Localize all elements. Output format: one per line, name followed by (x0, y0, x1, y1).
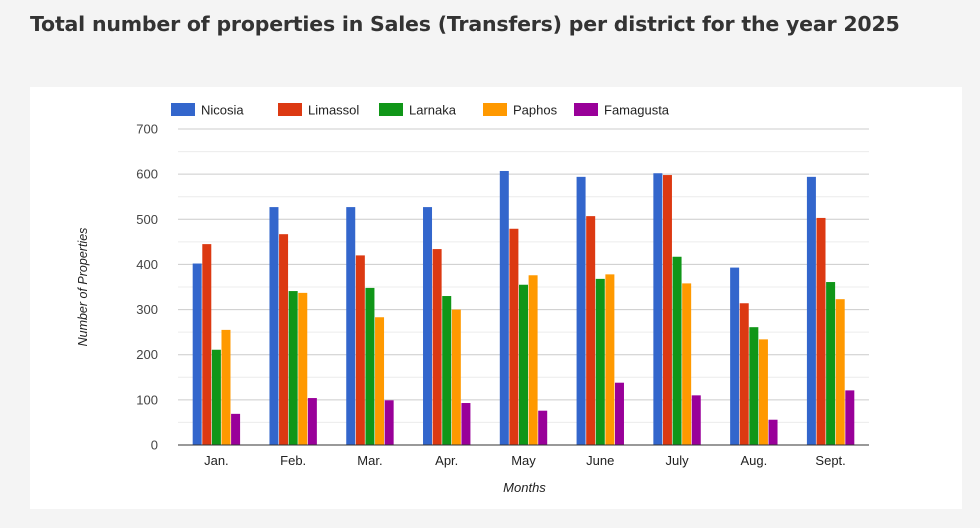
bar-paphos-apr[interactable] (451, 309, 461, 445)
y-tick-label: 100 (136, 392, 158, 407)
legend-item-larnaka[interactable]: Larnaka (379, 103, 457, 118)
legend-swatch (574, 103, 598, 116)
bar-paphos-feb[interactable] (298, 292, 308, 445)
legend-swatch (379, 103, 403, 116)
bar-paphos-sept[interactable] (835, 299, 845, 445)
bar-famagusta-apr[interactable] (461, 403, 471, 445)
bar-paphos-may[interactable] (528, 275, 538, 445)
bar-famagusta-july[interactable] (691, 395, 701, 445)
bar-nicosia-feb[interactable] (269, 207, 279, 445)
bar-famagusta-may[interactable] (538, 410, 548, 445)
page-title: Total number of properties in Sales (Tra… (30, 12, 900, 36)
x-tick-label: June (586, 453, 614, 468)
bar-nicosia-jan[interactable] (192, 263, 202, 445)
bar-paphos-jan[interactable] (221, 329, 231, 445)
bar-larnaka-sept[interactable] (826, 282, 836, 445)
bar-nicosia-july[interactable] (653, 173, 663, 445)
bar-larnaka-july[interactable] (672, 256, 682, 445)
x-tick-label: Sept. (815, 453, 845, 468)
bar-paphos-july[interactable] (682, 283, 692, 445)
y-tick-label: 0 (151, 438, 158, 453)
legend-label: Limassol (308, 103, 359, 118)
legend-swatch (171, 103, 195, 116)
bar-chart: 0 100 200 300 400 500 600 700 Jan. Feb. Mar. Apr. M… (76, 103, 869, 495)
legend-swatch (278, 103, 302, 116)
bar-larnaka-feb[interactable] (288, 291, 298, 445)
bar-limassol-apr[interactable] (432, 249, 442, 445)
bar-famagusta-aug[interactable] (768, 419, 778, 445)
bar-nicosia-apr[interactable] (423, 207, 433, 445)
y-tick-label: 600 (136, 167, 158, 182)
bar-larnaka-june[interactable] (595, 278, 605, 445)
x-tick-label: July (665, 453, 689, 468)
bar-larnaka-apr[interactable] (442, 296, 452, 445)
y-tick-label: 300 (136, 302, 158, 317)
legend[interactable]: Nicosia Limassol Larnaka Paphos Famagusta (171, 103, 670, 118)
y-tick-labels: 0 100 200 300 400 500 600 700 (136, 122, 158, 453)
legend-item-famagusta[interactable]: Famagusta (574, 103, 670, 118)
bar-nicosia-june[interactable] (576, 176, 586, 445)
x-tick-label: Apr. (435, 453, 458, 468)
y-axis-title: Number of Properties (76, 228, 90, 347)
bar-famagusta-june[interactable] (614, 382, 624, 445)
legend-item-limassol[interactable]: Limassol (278, 103, 359, 118)
bar-famagusta-jan[interactable] (231, 413, 241, 445)
bar-paphos-june[interactable] (605, 274, 615, 445)
y-tick-label: 400 (136, 257, 158, 272)
legend-item-nicosia[interactable]: Nicosia (171, 103, 244, 118)
y-tick-label: 500 (136, 212, 158, 227)
bar-limassol-june[interactable] (586, 216, 596, 445)
bar-limassol-july[interactable] (662, 175, 672, 445)
chart-card: 0 100 200 300 400 500 600 700 Jan. Feb. Mar. Apr. M… (30, 87, 962, 509)
bar-larnaka-may[interactable] (519, 284, 528, 445)
legend-swatch (483, 103, 507, 116)
x-tick-label: Feb. (280, 453, 306, 468)
bar-nicosia-aug[interactable] (730, 267, 740, 445)
x-tick-label: May (511, 453, 536, 468)
bar-limassol-aug[interactable] (739, 303, 749, 445)
bar-famagusta-mar[interactable] (384, 400, 394, 445)
bar-famagusta-feb[interactable] (307, 398, 317, 445)
y-tick-label: 200 (136, 347, 158, 362)
y-tick-label: 700 (136, 122, 158, 137)
bar-larnaka-aug[interactable] (749, 327, 759, 445)
legend-label: Famagusta (604, 103, 670, 118)
bar-paphos-mar[interactable] (375, 317, 385, 445)
bar-limassol-jan[interactable] (202, 244, 212, 445)
bar-larnaka-jan[interactable] (211, 349, 221, 445)
bar-famagusta-sept[interactable] (845, 390, 855, 445)
bar-nicosia-may[interactable] (499, 170, 509, 445)
x-tick-label: Aug. (740, 453, 767, 468)
x-tick-label: Mar. (357, 453, 382, 468)
x-axis-title: Months (503, 480, 546, 495)
bar-paphos-aug[interactable] (758, 339, 768, 445)
legend-label: Paphos (513, 103, 558, 118)
bar-limassol-feb[interactable] (279, 234, 289, 445)
x-tick-labels: Jan. Feb. Mar. Apr. May June July Aug. Sept. (204, 453, 846, 468)
bar-nicosia-sept[interactable] (806, 176, 816, 445)
bar-larnaka-mar[interactable] (365, 287, 375, 445)
legend-label: Larnaka (409, 103, 457, 118)
legend-item-paphos[interactable]: Paphos (483, 103, 558, 118)
bars (192, 170, 855, 445)
bar-limassol-mar[interactable] (355, 255, 365, 445)
x-tick-label: Jan. (204, 453, 229, 468)
bar-limassol-sept[interactable] (816, 217, 826, 445)
bar-nicosia-mar[interactable] (346, 207, 356, 445)
legend-label: Nicosia (201, 103, 244, 118)
bar-limassol-may[interactable] (509, 228, 519, 445)
